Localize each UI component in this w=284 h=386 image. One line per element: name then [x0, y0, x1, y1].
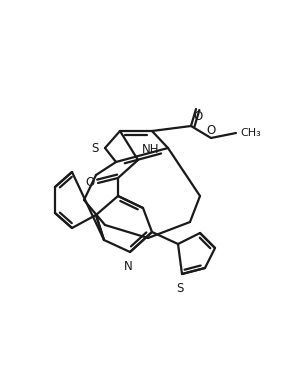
Text: S: S [92, 142, 99, 154]
Text: N: N [124, 260, 132, 273]
Text: S: S [176, 282, 184, 295]
Text: O: O [86, 176, 95, 188]
Text: O: O [193, 110, 202, 123]
Text: CH₃: CH₃ [240, 128, 261, 138]
Text: NH: NH [142, 143, 160, 156]
Text: O: O [206, 124, 216, 137]
